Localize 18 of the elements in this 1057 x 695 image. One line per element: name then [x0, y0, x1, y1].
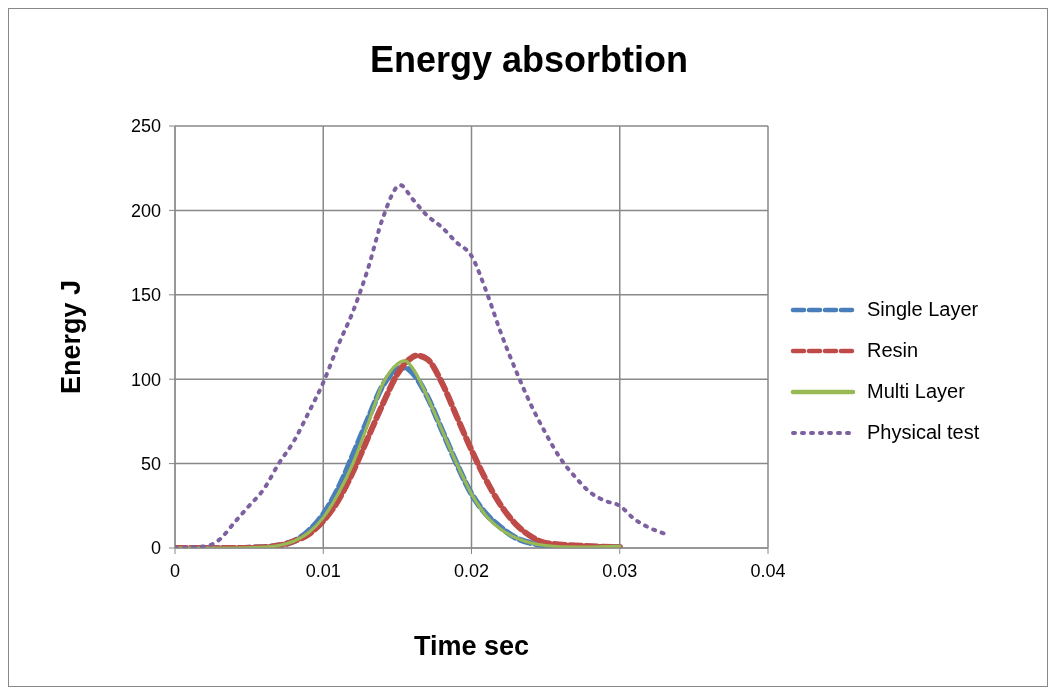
y-tick-label: 200: [130, 200, 161, 221]
y-tick-label: 150: [130, 285, 161, 306]
x-tick-label: 0.01: [305, 560, 341, 581]
y-tick-label: 50: [140, 453, 161, 474]
chart-title: Energy absorbtion: [368, 39, 689, 81]
y-tick-label: 0: [150, 538, 161, 559]
legend-label: Multi Layer: [867, 380, 965, 403]
x-axis-title: Time sec: [412, 631, 531, 662]
x-tick-label: 0.02: [453, 560, 490, 581]
x-tick-label: 0.04: [750, 560, 786, 581]
legend-label: Resin: [867, 339, 919, 362]
legend-label: Single Layer: [867, 298, 979, 321]
y-tick-label: 250: [130, 116, 161, 137]
y-tick-label: 100: [130, 369, 161, 390]
x-tick-label: 0.03: [602, 560, 638, 581]
y-axis-title: Energy J: [55, 279, 87, 395]
legend-label: Physical test: [867, 421, 980, 444]
x-tick-label: 0: [169, 560, 181, 581]
